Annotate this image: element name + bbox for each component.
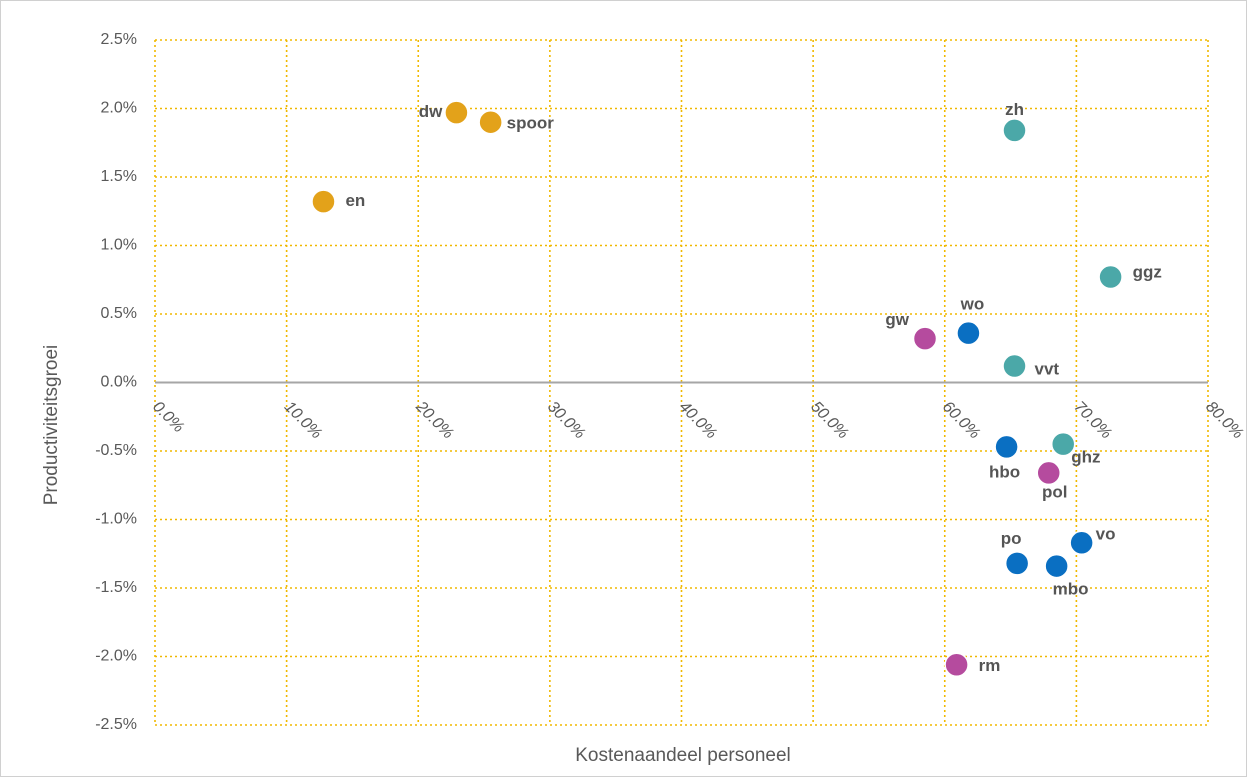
point — [912, 326, 938, 351]
point-label: hbo — [989, 462, 1020, 481]
point — [1004, 551, 1030, 576]
y-tick-label: 2.5% — [101, 31, 137, 48]
point-label: gw — [885, 310, 909, 329]
point-label: dw — [419, 102, 443, 121]
point — [1002, 118, 1027, 143]
y-tick-label: -1.5% — [95, 579, 137, 596]
point — [994, 434, 1019, 460]
y-tick-label: -1.0% — [95, 511, 137, 528]
point — [1069, 530, 1094, 556]
y-tick-label: 1.5% — [101, 168, 137, 185]
point — [1036, 460, 1061, 486]
y-tick-label: 0.0% — [101, 374, 137, 391]
point — [956, 320, 981, 346]
point — [1050, 431, 1076, 457]
point-label: ggz — [1133, 262, 1162, 281]
y-tick-label: 0.5% — [101, 305, 137, 322]
y-tick-label: 2.0% — [101, 100, 137, 117]
point-label: wo — [960, 295, 985, 314]
point — [444, 100, 469, 125]
point-label: mbo — [1053, 580, 1089, 599]
point — [311, 189, 336, 214]
x-axis-title: Kostenaandeel personeel — [575, 745, 791, 766]
point-label: spoor — [507, 114, 555, 133]
point — [1098, 264, 1123, 290]
y-tick-label: -2.5% — [95, 716, 137, 733]
y-tick-label: -2.0% — [95, 648, 137, 665]
point — [944, 652, 969, 677]
point-label: pol — [1042, 482, 1068, 501]
point-label: rm — [979, 656, 1001, 675]
point — [478, 109, 503, 135]
point-label: en — [345, 191, 365, 210]
y-tick-label: -0.5% — [95, 442, 137, 459]
point — [1044, 553, 1069, 579]
y-axis-title: Productiviteitsgroei — [41, 345, 62, 506]
point-label: po — [1001, 529, 1022, 548]
y-tick-label: 1.0% — [101, 237, 137, 254]
point-label: zh — [1005, 100, 1024, 119]
point-label: vvt — [1035, 360, 1060, 379]
point-label: ghz — [1071, 448, 1100, 467]
point-label: vo — [1096, 524, 1116, 543]
point — [1002, 353, 1027, 379]
